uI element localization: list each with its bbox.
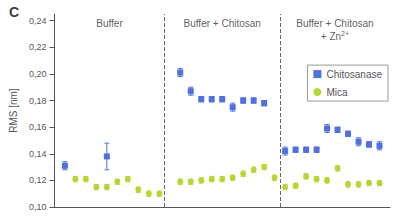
svg-text:0,18: 0,18: [29, 96, 47, 106]
svg-text:Mica: Mica: [326, 87, 348, 98]
svg-text:2+: 2+: [341, 30, 349, 37]
svg-text:0,12: 0,12: [29, 175, 47, 185]
svg-text:0,20: 0,20: [29, 69, 47, 79]
svg-text:RMS [nm]: RMS [nm]: [8, 88, 19, 133]
svg-text:0,24: 0,24: [29, 16, 47, 26]
svg-text:0,22: 0,22: [29, 42, 47, 52]
svg-text:Chitosanase: Chitosanase: [326, 69, 382, 80]
svg-text:+ Zn: + Zn: [321, 31, 341, 42]
svg-text:Buffer + Chitosan: Buffer + Chitosan: [184, 18, 261, 29]
svg-text:0,10: 0,10: [29, 202, 47, 212]
svg-text:0,16: 0,16: [29, 122, 47, 132]
svg-text:Buffer: Buffer: [96, 18, 123, 29]
svg-text:0,14: 0,14: [29, 149, 47, 159]
svg-text:C: C: [9, 4, 19, 20]
svg-text:Buffer + Chitosan: Buffer + Chitosan: [296, 18, 373, 29]
